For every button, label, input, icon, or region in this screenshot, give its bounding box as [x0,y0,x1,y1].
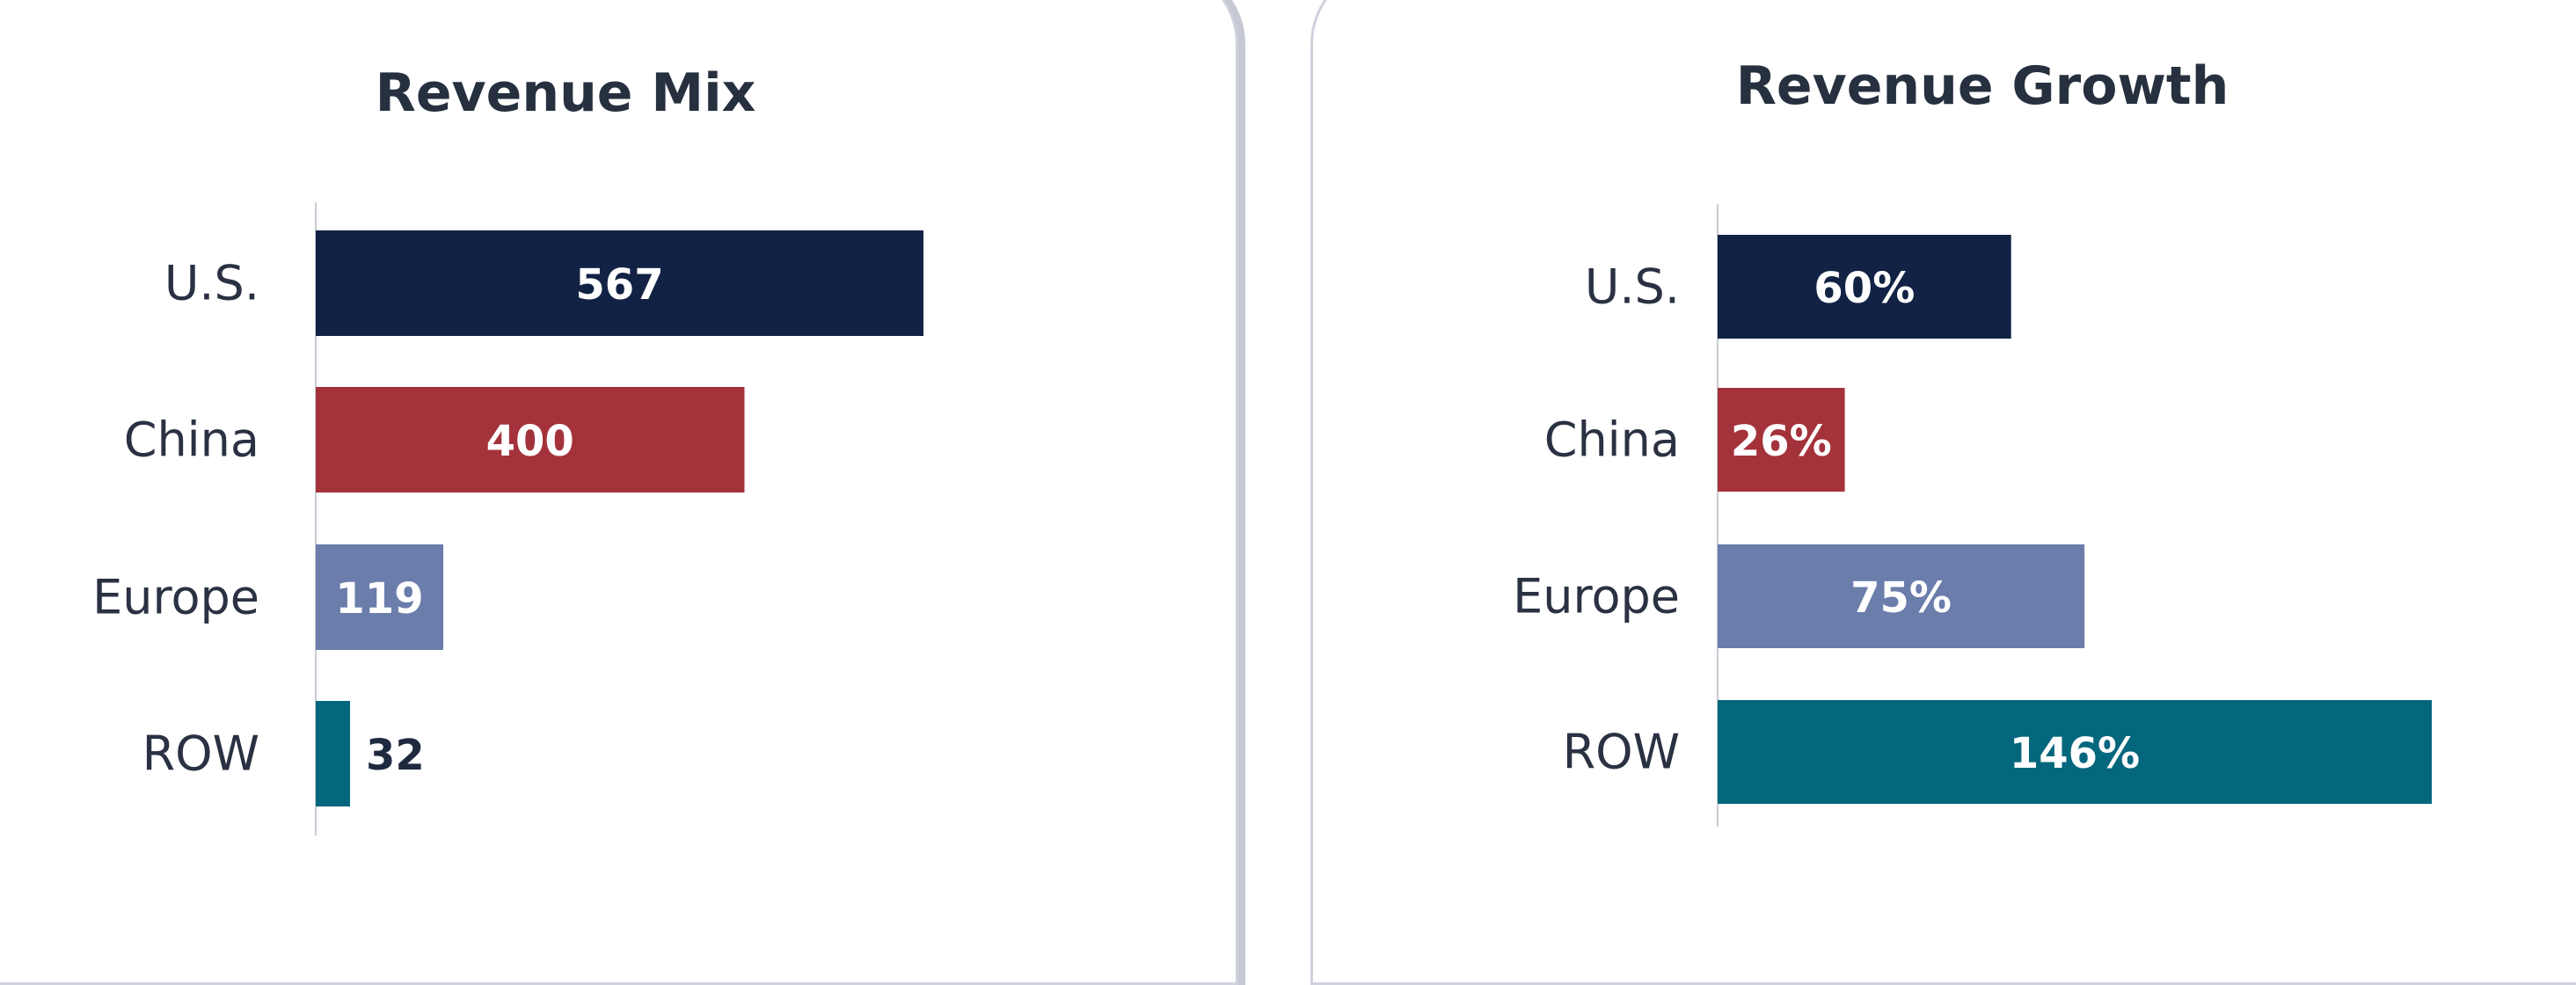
bar-chart-0: U.S. 567 China 400 Europe 119 ROW 32 [92,202,923,835]
category-label: Europe [1513,569,1680,624]
data-label: 26% [1731,417,1832,466]
data-label: 60% [1813,264,1915,313]
bar [316,230,923,336]
data-label: 567 [575,260,663,310]
bar [316,701,350,806]
bar [316,544,444,650]
data-label: 32 [366,731,425,780]
chart-title: Revenue Mix [376,62,756,124]
bar [1718,235,2011,339]
data-label: 75% [1850,573,1952,623]
category-label: Europe [92,570,259,625]
category-label: China [1544,412,1680,468]
chart-title: Revenue Growth [1736,55,2229,117]
bar-chart-1: U.S. 60% China 26% Europe 75% ROW 146% [1513,204,2432,827]
data-label: 400 [486,417,574,466]
data-label: 146% [2010,729,2140,778]
bar [1718,544,2085,648]
bar [1718,388,1845,492]
category-label: China [124,412,259,468]
category-label: ROW [1563,725,1680,780]
data-label: 119 [335,574,423,624]
revenue-growth-panel [1310,0,2576,985]
bar [316,387,745,492]
category-label: U.S. [164,256,259,311]
bar [1718,700,2432,804]
category-label: ROW [142,726,259,782]
charts-canvas: Revenue Mix Revenue Growth U.S. 567 China 4… [92,55,2432,835]
category-label: U.S. [1585,259,1680,315]
